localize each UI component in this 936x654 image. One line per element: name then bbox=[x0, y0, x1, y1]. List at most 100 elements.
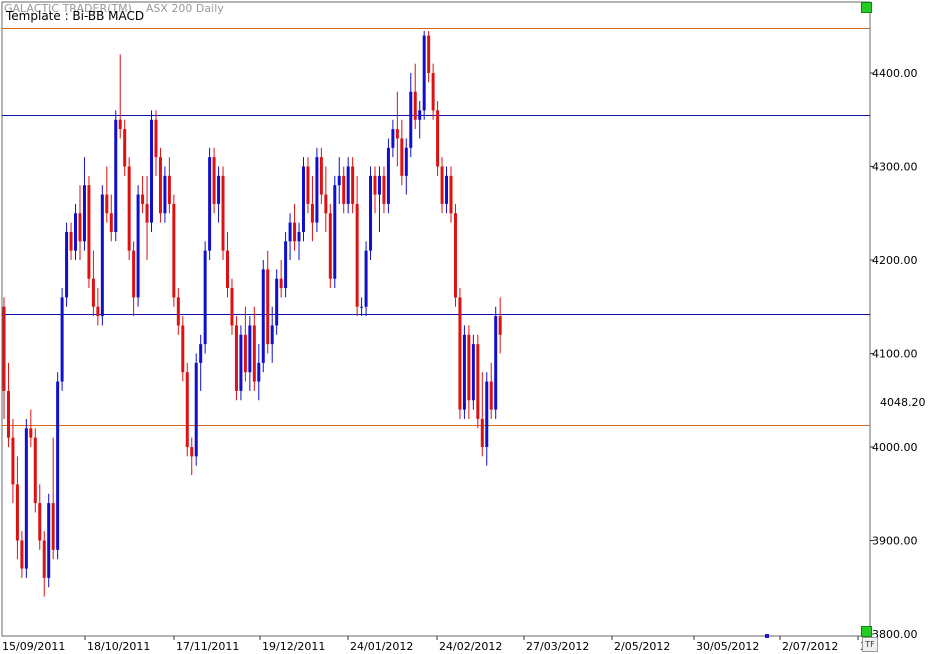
candle-bear bbox=[6, 390, 10, 438]
candle-bear bbox=[458, 297, 462, 410]
candle-bear bbox=[226, 250, 229, 289]
candle-bear bbox=[355, 203, 359, 307]
candle-bull bbox=[445, 175, 449, 204]
candle-bull bbox=[391, 129, 395, 148]
date-marker bbox=[765, 634, 769, 638]
candle-bull bbox=[404, 147, 408, 176]
candle-bear bbox=[319, 157, 323, 195]
candle-bull bbox=[462, 334, 466, 410]
candle-bear bbox=[498, 316, 502, 335]
candle-bear bbox=[20, 540, 24, 569]
candle-bull bbox=[422, 35, 426, 111]
candle-bull bbox=[257, 362, 261, 382]
x-tick-label: 24/02/2012 bbox=[439, 640, 502, 653]
chart-frame bbox=[1, 1, 871, 637]
candle-bear bbox=[310, 203, 314, 223]
candle-bear bbox=[190, 447, 194, 457]
candle-bull bbox=[369, 175, 373, 251]
x-axis: 15/09/2011 18/10/2011 17/11/2011 19/12/2011… bbox=[2, 636, 867, 653]
candles bbox=[2, 30, 502, 597]
candle-bear bbox=[78, 213, 82, 242]
x-tick-label: 15/09/2011 bbox=[2, 640, 65, 653]
candle-bear bbox=[154, 119, 158, 158]
app-title: GALACTIC TRADER(TM) bbox=[4, 2, 132, 15]
candle-bear bbox=[234, 325, 238, 391]
candle-bull bbox=[315, 157, 319, 223]
candle-bull bbox=[333, 185, 337, 279]
candle-bear bbox=[480, 418, 484, 447]
candle-bear bbox=[15, 484, 19, 541]
candle-bull bbox=[203, 250, 207, 345]
candle-bear bbox=[342, 175, 346, 204]
candle-bull bbox=[199, 344, 203, 363]
candle-bear bbox=[2, 306, 6, 391]
candle-bear bbox=[328, 213, 332, 279]
candle-bear bbox=[141, 194, 145, 204]
y-tick-label: 4300.00 bbox=[872, 161, 918, 174]
candle-bull bbox=[60, 297, 64, 382]
template-label: Template : Bi-BB MACD bbox=[6, 9, 145, 23]
candle-bull bbox=[418, 110, 422, 120]
candle-bull bbox=[494, 316, 498, 410]
candle-bull bbox=[409, 91, 413, 148]
y-tick-label: 4200.00 bbox=[872, 254, 918, 267]
x-tick-label: 27/03/2012 bbox=[526, 640, 589, 653]
candle-bear bbox=[293, 222, 297, 242]
candle-bear bbox=[91, 278, 95, 307]
y-tick-label: 3800.00 bbox=[872, 628, 918, 641]
candle-bear bbox=[132, 250, 136, 298]
candle-bull bbox=[24, 428, 28, 569]
candle-bear bbox=[87, 185, 91, 279]
candle-bear bbox=[449, 175, 453, 214]
candle-bull bbox=[346, 166, 350, 204]
candle-bear bbox=[400, 138, 404, 176]
candle-bull bbox=[208, 157, 212, 251]
tf-button[interactable]: TF bbox=[862, 637, 878, 652]
candle-bear bbox=[181, 325, 185, 373]
candle-bull bbox=[56, 381, 60, 550]
candle-bear bbox=[351, 166, 355, 204]
candle-bull bbox=[261, 269, 265, 363]
candle-bull bbox=[114, 119, 118, 232]
candle-bull bbox=[82, 185, 86, 242]
x-tick-label: 19/12/2011 bbox=[262, 640, 325, 653]
candle-bear bbox=[266, 269, 270, 345]
y-tick-label: 4100.00 bbox=[872, 348, 918, 361]
chart-title-bar: GALACTIC TRADER(TM) ASX 200 Daily bbox=[4, 2, 224, 15]
candle-bear bbox=[118, 119, 122, 130]
candle-bear bbox=[51, 503, 55, 550]
candle-bear bbox=[252, 325, 256, 382]
candle-bear bbox=[105, 194, 109, 214]
candle-bear bbox=[243, 334, 247, 373]
candle-bear bbox=[127, 166, 131, 251]
candle-bull bbox=[217, 175, 221, 204]
top-right-handle[interactable] bbox=[861, 2, 872, 13]
candle-bull bbox=[301, 166, 305, 232]
candle-bull bbox=[471, 344, 475, 401]
candle-bear bbox=[11, 437, 15, 485]
candle-bull bbox=[364, 250, 368, 307]
y-tick-label: 4400.00 bbox=[872, 67, 918, 80]
candle-bear bbox=[167, 175, 171, 204]
candle-bear bbox=[176, 297, 180, 326]
candle-bear bbox=[158, 157, 162, 214]
x-tick-label: 30/05/2012 bbox=[696, 640, 759, 653]
candle-bear bbox=[185, 372, 189, 447]
candle-bear bbox=[212, 157, 216, 204]
plot-border bbox=[1, 1, 871, 637]
candle-bull bbox=[74, 213, 78, 251]
candle-bear bbox=[69, 231, 73, 251]
candle-bear bbox=[42, 540, 46, 578]
candle-bull bbox=[288, 222, 292, 242]
candle-bull bbox=[100, 194, 104, 317]
candle-bear bbox=[467, 334, 471, 401]
candle-bull bbox=[150, 119, 154, 223]
candle-bull bbox=[194, 362, 198, 457]
bottom-right-handle[interactable] bbox=[861, 626, 872, 637]
candle-bull bbox=[47, 503, 51, 578]
y-tick-label: 3900.00 bbox=[872, 535, 918, 548]
candle-bull bbox=[163, 175, 167, 214]
candle-bull bbox=[360, 306, 364, 308]
x-tick-label: 2/05/2012 bbox=[614, 640, 670, 653]
